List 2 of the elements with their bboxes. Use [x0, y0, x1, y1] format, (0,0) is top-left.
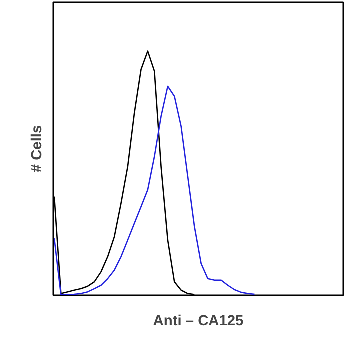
x-axis-title: Anti – CA125 [153, 314, 244, 330]
y-axis-title: # Cells [30, 125, 46, 173]
